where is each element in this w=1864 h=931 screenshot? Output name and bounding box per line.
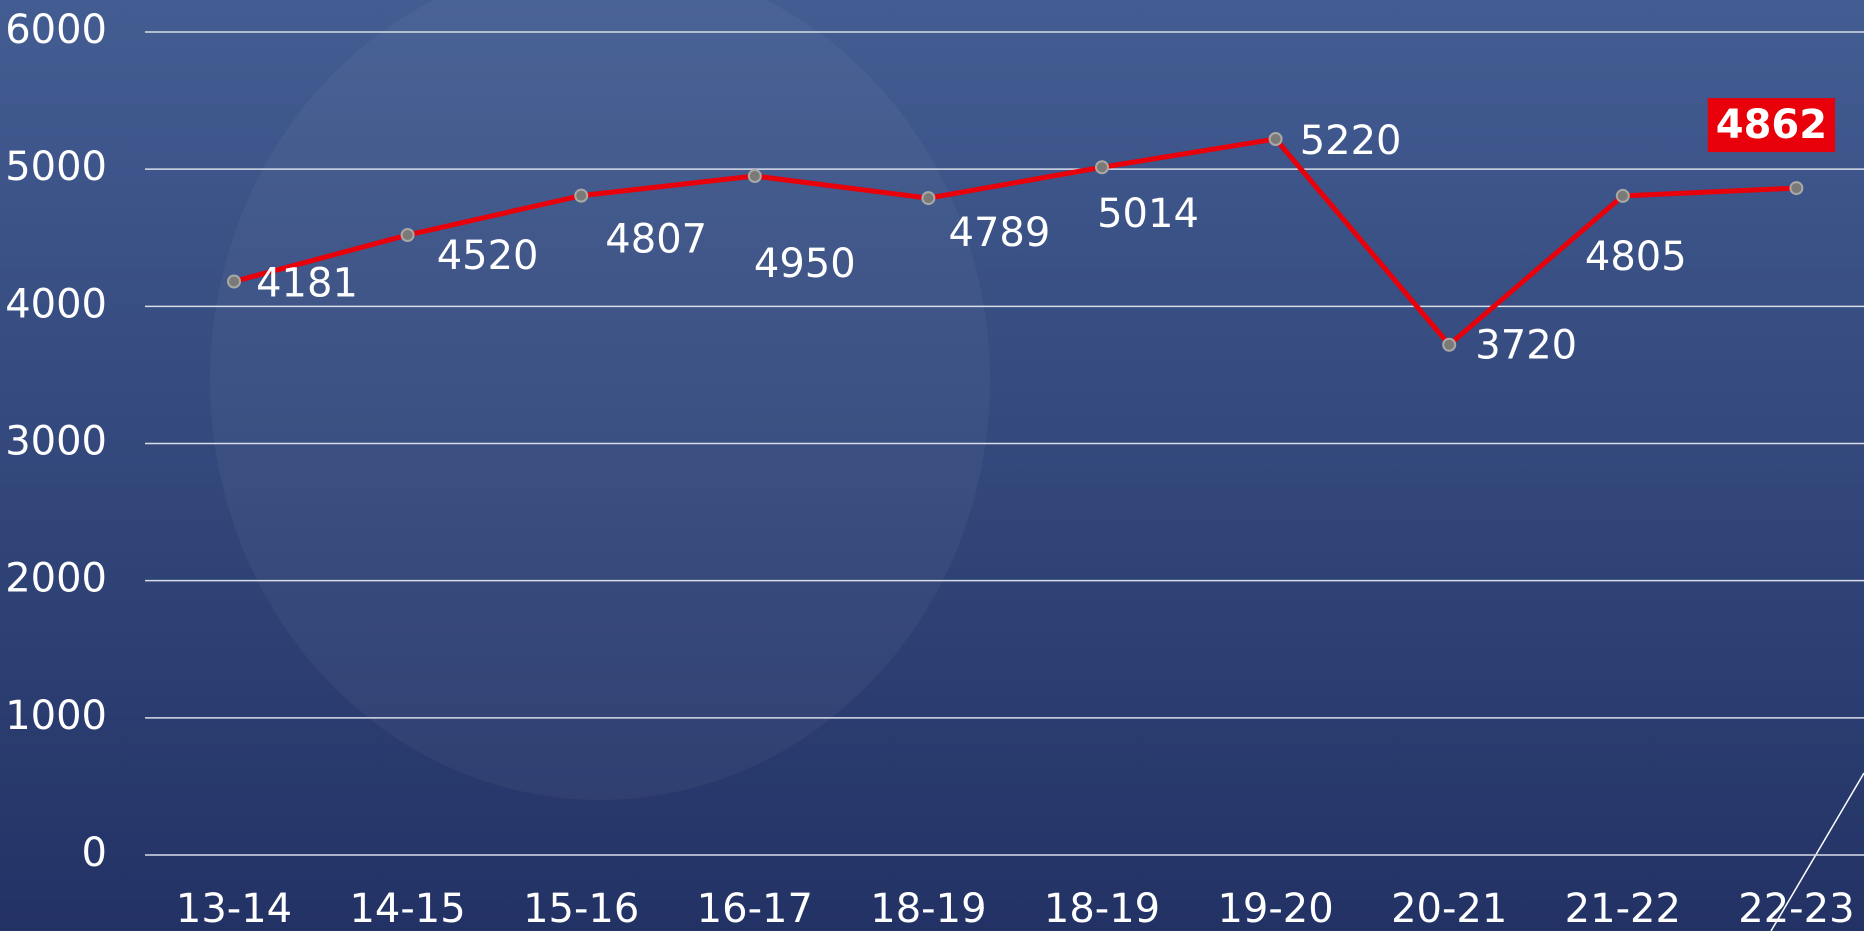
y-tick-label: 2000	[5, 556, 107, 602]
y-tick-label: 5000	[5, 144, 107, 190]
data-label: 3720	[1475, 323, 1577, 369]
y-tick-label: 3000	[5, 419, 107, 465]
x-tick-label: 14-15	[349, 886, 465, 931]
marker	[402, 229, 414, 241]
y-tick-label: 1000	[5, 693, 107, 739]
marker	[749, 170, 761, 182]
data-label: 4181	[256, 261, 358, 307]
data-label-highlight: 4862	[1716, 102, 1827, 148]
data-label: 4805	[1585, 234, 1687, 280]
x-tick-label: 22-23	[1738, 886, 1854, 931]
x-tick-label: 15-16	[523, 886, 639, 931]
page: 0 1000 2000 3000 4000 5000 6000 13-14 14-15 15-16…	[0, 0, 1864, 931]
x-tick-label: 18-19	[870, 886, 986, 931]
x-tick-label: 21-22	[1565, 886, 1681, 931]
data-label: 4520	[437, 233, 539, 279]
data-label: 4807	[605, 217, 707, 263]
y-tick-label: 4000	[5, 281, 107, 327]
marker	[1096, 161, 1108, 173]
x-tick-label: 18-19	[1044, 886, 1160, 931]
data-label: 4789	[949, 210, 1051, 256]
marker	[1790, 182, 1802, 194]
data-label: 5220	[1300, 118, 1402, 164]
x-tick-label: 13-14	[176, 886, 292, 931]
chart: 0 1000 2000 3000 4000 5000 6000 13-14 14-15 15-16…	[0, 0, 1864, 931]
x-tick-label: 20-21	[1391, 886, 1507, 931]
marker	[1617, 190, 1629, 202]
y-tick-label: 0	[82, 830, 107, 876]
marker	[1270, 133, 1282, 145]
data-label: 4950	[754, 241, 856, 287]
marker	[1443, 339, 1455, 351]
marker	[575, 190, 587, 202]
x-tick-label: 16-17	[697, 886, 813, 931]
marker	[922, 192, 934, 204]
marker	[228, 276, 240, 288]
x-tick-label: 19-20	[1217, 886, 1333, 931]
data-label: 5014	[1097, 191, 1199, 237]
y-tick-label: 6000	[5, 7, 107, 53]
